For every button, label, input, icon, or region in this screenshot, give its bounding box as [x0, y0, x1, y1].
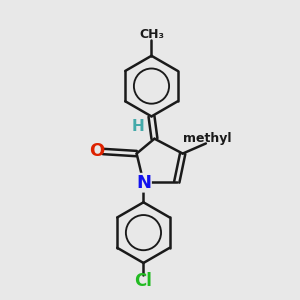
Text: H: H [132, 118, 145, 134]
Text: O: O [89, 142, 104, 160]
Text: methyl: methyl [183, 132, 232, 145]
Text: N: N [136, 174, 151, 192]
Text: Cl: Cl [134, 272, 152, 290]
Text: CH₃: CH₃ [139, 28, 164, 41]
